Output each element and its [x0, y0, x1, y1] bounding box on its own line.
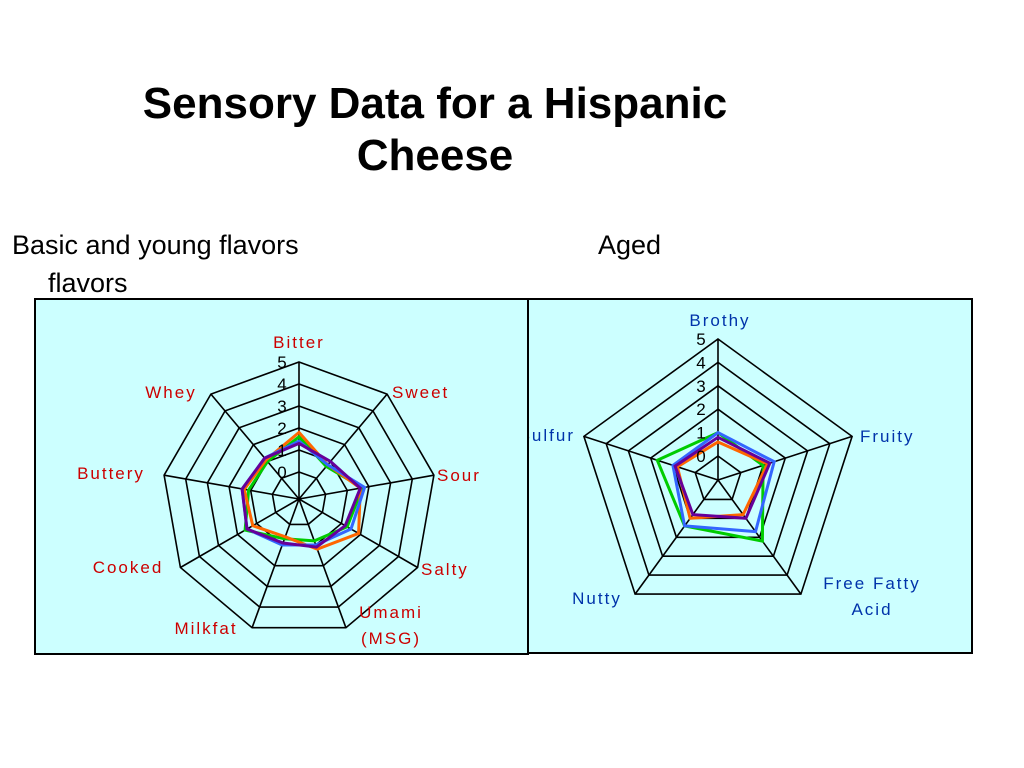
grid-ring	[184, 383, 414, 608]
tick-label-2: 2	[277, 419, 286, 438]
aged-chart-panel: 0 1 2 3 4 5 Brothy Fruity Free Fatty Acid Nutty Sul…	[489, 298, 973, 654]
grid-ring	[627, 384, 809, 558]
series-4-line	[673, 435, 772, 520]
grid-ring	[582, 338, 854, 595]
axis-label-milkfat: Milkfat	[174, 619, 237, 638]
tick-label-1: 1	[277, 441, 286, 460]
tick-label-5: 5	[277, 353, 286, 372]
axis-label-umami: Umami (MSG)	[359, 603, 423, 648]
subtitle-basic-young: Basic and young flavors	[12, 230, 299, 260]
slide-title: Sensory Data for a Hispanic Cheese	[40, 78, 830, 182]
grid-spoke	[298, 474, 435, 500]
grid-ring	[694, 455, 742, 501]
axis-label-sour: Sour	[437, 466, 481, 485]
tick-label-5: 5	[696, 330, 705, 349]
grid-spoke	[583, 435, 719, 481]
basic-chart-panel: 0 1 2 3 4 5 Bitter Sweet Sour Salty Umami (MSG) Milk…	[34, 298, 529, 655]
axis-label-fruity: Fruity	[860, 427, 915, 446]
tick-label-2: 2	[696, 400, 705, 419]
grid-spoke	[298, 393, 388, 500]
subtitle-flavors: flavors	[48, 268, 128, 298]
grid-ring	[605, 361, 831, 576]
grid-spoke	[210, 393, 300, 500]
axis-label-brothy: Brothy	[689, 311, 750, 330]
grid-ring	[228, 427, 370, 567]
grid-spoke	[717, 435, 853, 481]
grid-spoke	[251, 498, 300, 628]
tick-label-0: 0	[696, 447, 705, 466]
tick-label-0: 0	[277, 463, 286, 482]
axis-label-cooked: Cooked	[93, 558, 164, 577]
tick-label-3: 3	[277, 397, 286, 416]
tick-label-1: 1	[696, 424, 705, 443]
series-3-line	[671, 430, 776, 534]
axis-label-sweet: Sweet	[392, 383, 449, 402]
tick-label-3: 3	[696, 377, 705, 396]
series-4-line	[240, 441, 363, 549]
axis-label-nutty: Nutty	[572, 589, 622, 608]
grid-spoke	[717, 479, 802, 595]
title-line-2: Cheese	[356, 131, 514, 180]
tick-label-4: 4	[277, 375, 286, 394]
grid-ring	[649, 408, 787, 539]
axis-label-bitter: Bitter	[273, 333, 325, 352]
grid-ring	[163, 361, 435, 629]
title-line-1: Sensory Data for a Hispanic	[142, 79, 728, 128]
grid-ring	[206, 405, 392, 588]
axis-label-sulfur: Sulfur	[519, 426, 575, 445]
grid-spoke	[298, 498, 347, 628]
grid-ring	[271, 471, 327, 526]
axis-label-salty: Salty	[421, 560, 469, 579]
grid-spoke	[163, 474, 300, 500]
axis-label-free-fatty: Free Fatty Acid	[823, 574, 920, 619]
tick-label-4: 4	[696, 353, 705, 372]
axis-label-buttery: Buttery	[77, 464, 145, 483]
grid-spoke	[179, 498, 300, 569]
axis-label-whey: Whey	[145, 383, 196, 402]
grid-spoke	[634, 479, 719, 595]
subtitle-aged: Aged	[598, 230, 662, 260]
